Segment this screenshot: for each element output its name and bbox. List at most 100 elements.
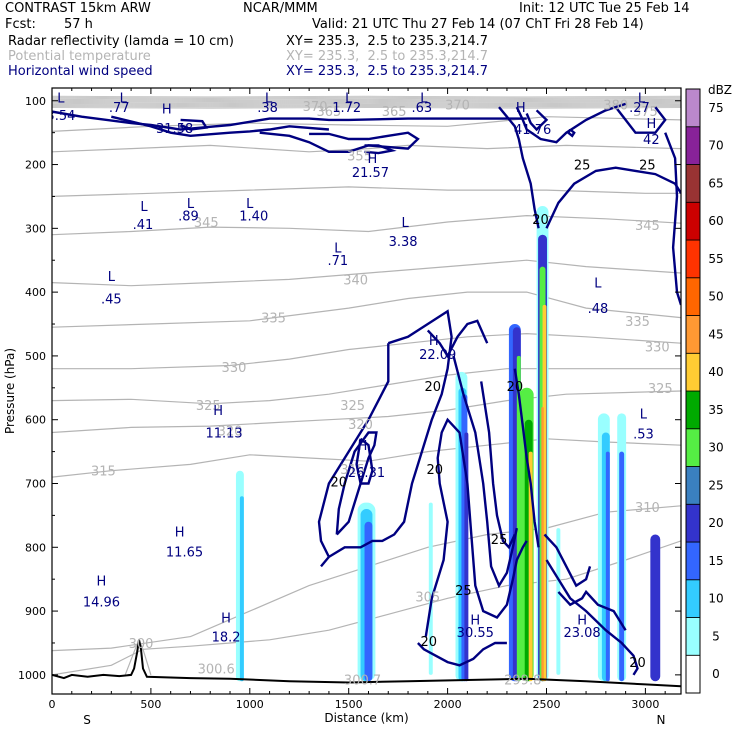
theta-contour-line [52,96,681,99]
wind-speed-contour [664,132,681,306]
wind-contour-label: 25 [491,533,508,548]
wind-extremum-value: 3.38 [389,235,418,250]
theta-label: 370 [445,99,470,114]
wind-extremum-value: .71 [327,254,348,269]
x-axis-label: Distance (km) [324,711,408,725]
y-tick-label: 300 [25,222,46,235]
valid-time: Valid: 21 UTC Thu 27 Feb 14 (07 ChT Fri … [312,17,644,32]
colorbar-swatch [685,164,701,203]
wind-contour-label: 25 [639,159,656,174]
wind-extremum-value: .48 [588,302,609,317]
wind-extremum-type: L [334,241,342,256]
wind-extremum-type: L [108,270,116,285]
colorbar-frame [685,88,701,694]
wind-speed-contour [111,115,329,138]
y-tick-label: 200 [25,159,46,172]
theta-label: 325 [340,399,365,414]
theta-contour-line [52,99,681,102]
colorbar-label: 75 [708,101,723,115]
theta-label: 320 [218,425,243,440]
wind-extremum-type: L [265,92,273,107]
wind-extremum-value: .53 [633,428,654,443]
wind-extremum-type: L [638,92,646,107]
theta-label: 375 [633,105,658,120]
wind-extremum-value: .41 [133,218,154,233]
theta-contour-line [52,259,681,287]
wind-speed-contour [525,109,549,132]
wind-contour-label: 20 [426,463,443,478]
plot-frame [51,87,682,695]
wind-contour-label: 20 [424,380,441,395]
wind-speed-contour [320,309,453,568]
wind-extremum-type: L [594,277,602,292]
reflectivity-cell [541,406,544,682]
colorbar-label: 70 [708,139,723,153]
wind-extremum-value: 3.54 [46,109,75,124]
wind-extremum-value: 23.08 [563,626,600,641]
theta-label: 310 [635,501,660,516]
y-tick-label: 500 [25,350,46,363]
theta-label: 345 [635,219,660,234]
colorbar-label: 35 [708,403,723,417]
theta-contour-line [52,105,681,108]
y-axis-label: Pressure (hPa) [3,348,17,434]
colorbar-swatch [685,88,701,128]
y-tick-label: 1000 [18,669,46,682]
colorbar-label: 25 [708,478,723,492]
forecast-hours: 57 h [64,17,93,32]
wind-extremum-value: 1.40 [239,210,268,225]
colorbar-label: 0 [712,667,720,681]
theta-label: 380 [603,99,628,114]
field-xy-wind: XY= 235.3, 2.5 to 235.3,214.7 [286,64,489,79]
wind-speed-contour [426,319,489,359]
theta-label: 365 [382,105,407,120]
reflectivity-cell [428,502,433,675]
wind-extremum-value: 11.65 [166,546,203,561]
x-tick-label: 2000 [434,698,462,711]
wind-extremum-value: 42 [643,133,660,148]
x-tick-label: 1500 [335,698,363,711]
wind-extremum-type: H [470,613,480,628]
wind-extremum-type: L [187,197,195,212]
y-tick-label: 700 [25,477,46,490]
wind-extremum-type: L [345,92,353,107]
wind-extremum-value: 41.76 [514,123,551,138]
theta-label: 300 [129,637,154,652]
x-tick-label: 3000 [631,698,659,711]
colorbar-swatch [685,315,701,354]
field-name-theta: Potential temperature [8,49,151,64]
reflectivity-cell [364,521,373,682]
south-label: S [83,713,91,727]
colorbar-label: 20 [708,516,723,530]
theta-label: 335 [625,315,650,330]
wind-extremum-type: L [420,92,428,107]
wind-speed-contour [317,343,390,558]
wind-speed-contour [515,102,626,144]
x-tick-label: 500 [140,698,161,711]
wind-contour-label: 20 [532,213,549,228]
wind-extremum-value: .89 [178,210,199,225]
wind-speed-contour [180,118,209,131]
theta-contour-line [52,214,681,236]
theta-label: 300.6 [198,662,235,677]
theta-label: 325 [648,382,673,397]
reflectivity-cell [619,451,625,682]
field-name-wind: Horizontal wind speed [8,64,153,79]
wind-extremum-value: .38 [257,101,278,116]
colorbar-label: 5 [712,629,720,643]
wind-speed-contour [498,106,540,229]
wind-speed-contour [452,355,518,589]
colorbar-swatch [685,126,701,165]
y-tick-label: 600 [25,414,46,427]
wind-extremum-type: L [640,407,648,422]
theta-label: 355 [347,150,372,165]
theta-contour-line [52,95,681,98]
colorbar-swatch [685,541,701,581]
theta-label: 330 [222,361,247,376]
field-xy-reflectivity: XY= 235.3, 2.5 to 235.3,214.7 [286,34,489,49]
reflectivity-cell [556,528,561,675]
north-label: N [657,713,666,727]
theta-label: 365 [317,105,342,120]
wind-extremum-type: H [646,117,656,132]
colorbar-swatch [685,201,701,241]
